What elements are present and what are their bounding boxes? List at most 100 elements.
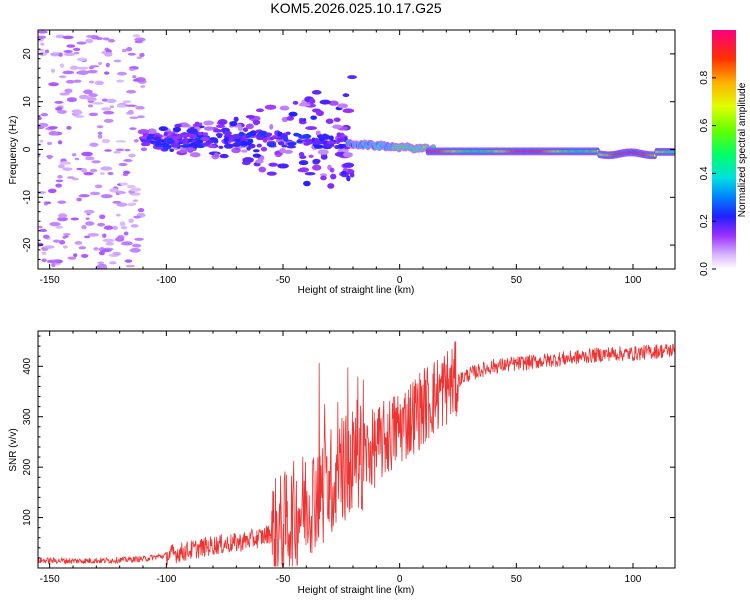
noise-blob <box>38 225 43 229</box>
echo-blob <box>277 163 289 169</box>
xtick-label: -50 <box>276 275 291 286</box>
echo-blob <box>172 126 182 133</box>
xtick-label: -150 <box>40 574 60 585</box>
figure-title: KOM5.2026.025.10.17.G25 <box>270 0 441 16</box>
echo-blob <box>241 149 248 153</box>
ridge-blob <box>138 136 148 140</box>
ridge-blob <box>338 137 345 143</box>
noise-blob <box>64 88 73 94</box>
ridge-blob <box>249 130 257 136</box>
noise-blob <box>84 235 91 239</box>
noise-blob <box>38 35 46 39</box>
xtick-label: -100 <box>156 275 176 286</box>
noise-blob <box>100 166 113 171</box>
noise-blob <box>97 131 103 135</box>
noise-blob <box>121 48 127 53</box>
noise-blob <box>83 89 93 95</box>
noise-blob <box>136 56 143 59</box>
snr-frame <box>37 330 676 569</box>
noise-blob <box>73 110 83 115</box>
noise-blob <box>128 218 135 224</box>
noise-blob <box>140 85 146 88</box>
noise-blob <box>45 201 52 205</box>
noise-blob <box>93 247 99 251</box>
noise-blob <box>76 41 87 45</box>
echo-blob <box>242 127 249 132</box>
noise-blob <box>88 80 95 84</box>
noise-blob <box>127 110 134 115</box>
noise-blob <box>103 118 114 123</box>
spectrogram-xlabel: Height of straight line (km) <box>298 285 415 296</box>
noise-blob <box>62 35 74 40</box>
noise-blob <box>134 237 144 241</box>
noise-blob <box>133 215 142 219</box>
noise-blob <box>72 47 81 52</box>
echo-blob <box>310 115 317 120</box>
noise-blob <box>38 122 49 128</box>
noise-blob <box>57 140 63 145</box>
noise-blob <box>132 34 141 38</box>
noise-blob <box>105 98 117 104</box>
xtick-label: 0 <box>397 574 403 585</box>
ridge-blob <box>313 144 324 149</box>
echo-blob <box>343 152 353 158</box>
ridge-blob <box>280 133 288 139</box>
noise-blob <box>83 209 95 214</box>
noise-blob <box>132 199 139 202</box>
noise-blob <box>100 107 112 111</box>
noise-blob <box>124 259 133 263</box>
echo-blob <box>237 126 244 132</box>
echo-blob <box>229 121 238 127</box>
noise-blob <box>81 224 87 230</box>
echo-blob <box>320 173 328 177</box>
noise-blob <box>57 164 65 169</box>
noise-blob <box>58 52 63 57</box>
echo-blob <box>303 180 311 187</box>
echo-blob <box>260 146 268 152</box>
ridge-blob <box>207 144 217 148</box>
noise-blob <box>51 263 56 268</box>
noise-blob <box>105 241 115 246</box>
noise-blob <box>86 97 97 102</box>
noise-blob <box>67 176 75 179</box>
echo-blob <box>279 148 287 154</box>
noise-blob <box>89 168 98 173</box>
ridge-blob <box>266 135 271 141</box>
noise-blob <box>57 200 67 204</box>
noise-blob <box>64 235 69 238</box>
ridge-blob <box>181 139 186 144</box>
noise-blob <box>57 109 67 114</box>
noise-blob <box>133 139 139 143</box>
noise-blob <box>125 264 136 268</box>
colorbar-tick-label: 0.0 <box>699 262 710 276</box>
noise-blob <box>109 105 115 109</box>
ridge-blob <box>149 140 157 144</box>
noise-blob <box>70 217 80 221</box>
ridge-blob <box>326 140 335 145</box>
ridge-blob <box>262 138 268 143</box>
ridge-blob <box>286 145 297 149</box>
ridge-blob <box>215 132 223 137</box>
noise-blob <box>66 44 76 48</box>
ytick-label: 400 <box>22 358 33 375</box>
noise-blob <box>41 251 47 255</box>
ridge-blob <box>189 134 198 138</box>
xtick-label: -150 <box>40 275 60 286</box>
noise-blob <box>58 75 67 78</box>
ytick-label: 0 <box>22 146 33 152</box>
noise-blob <box>101 138 111 144</box>
noise-blob <box>122 100 132 103</box>
noise-blob <box>85 38 94 44</box>
noise-blob <box>62 167 73 171</box>
noise-blob <box>62 233 71 236</box>
noise-blob <box>42 234 50 239</box>
echo-blob <box>194 121 200 127</box>
echo-blob <box>320 175 327 181</box>
noise-blob <box>46 141 53 146</box>
noise-blob <box>101 248 112 253</box>
snr-xlabel: Height of straight line (km) <box>298 585 415 596</box>
noise-blob <box>94 184 103 189</box>
echo-blob <box>342 93 350 98</box>
colorbar-tick-label: 0.8 <box>699 70 710 84</box>
